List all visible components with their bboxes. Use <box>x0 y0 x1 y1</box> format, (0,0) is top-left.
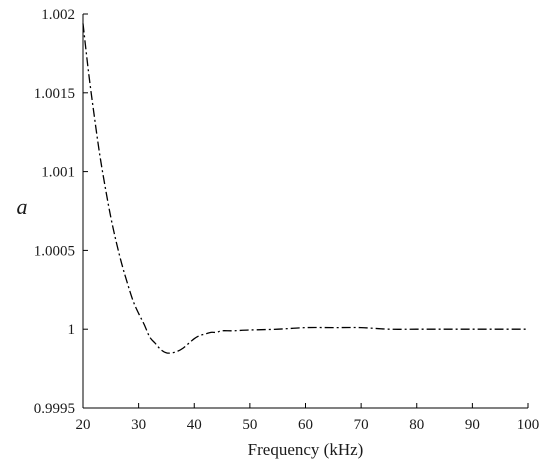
y-tick-label: 1.0005 <box>34 243 75 259</box>
x-ticks: 20 30 40 50 60 70 80 90 100 <box>76 403 540 433</box>
x-tick-label: 40 <box>187 417 202 433</box>
x-tick-label: 70 <box>354 417 369 433</box>
series <box>82 23 528 354</box>
axes <box>82 14 528 409</box>
x-tick-label: 100 <box>517 417 540 433</box>
x-tick-label: 30 <box>131 417 146 433</box>
series-line <box>82 23 528 354</box>
y-tick-label: 0.9995 <box>34 401 75 417</box>
y-ticks: 0.9995 1 1.0005 1.001 1.0015 1.002 <box>34 7 88 417</box>
y-tick-label: 1.001 <box>41 165 75 181</box>
x-axis-title: Frequency (kHz) <box>248 440 364 459</box>
y-tick-label: 1.0015 <box>34 86 75 102</box>
x-tick-label: 90 <box>465 417 480 433</box>
x-tick-label: 60 <box>298 417 313 433</box>
y-axis-title: a <box>17 194 28 219</box>
x-tick-label: 50 <box>242 417 257 433</box>
y-tick-label: 1.002 <box>41 7 75 23</box>
x-tick-label: 80 <box>409 417 424 433</box>
x-tick-label: 20 <box>76 417 91 433</box>
y-tick-label: 1 <box>68 322 76 338</box>
